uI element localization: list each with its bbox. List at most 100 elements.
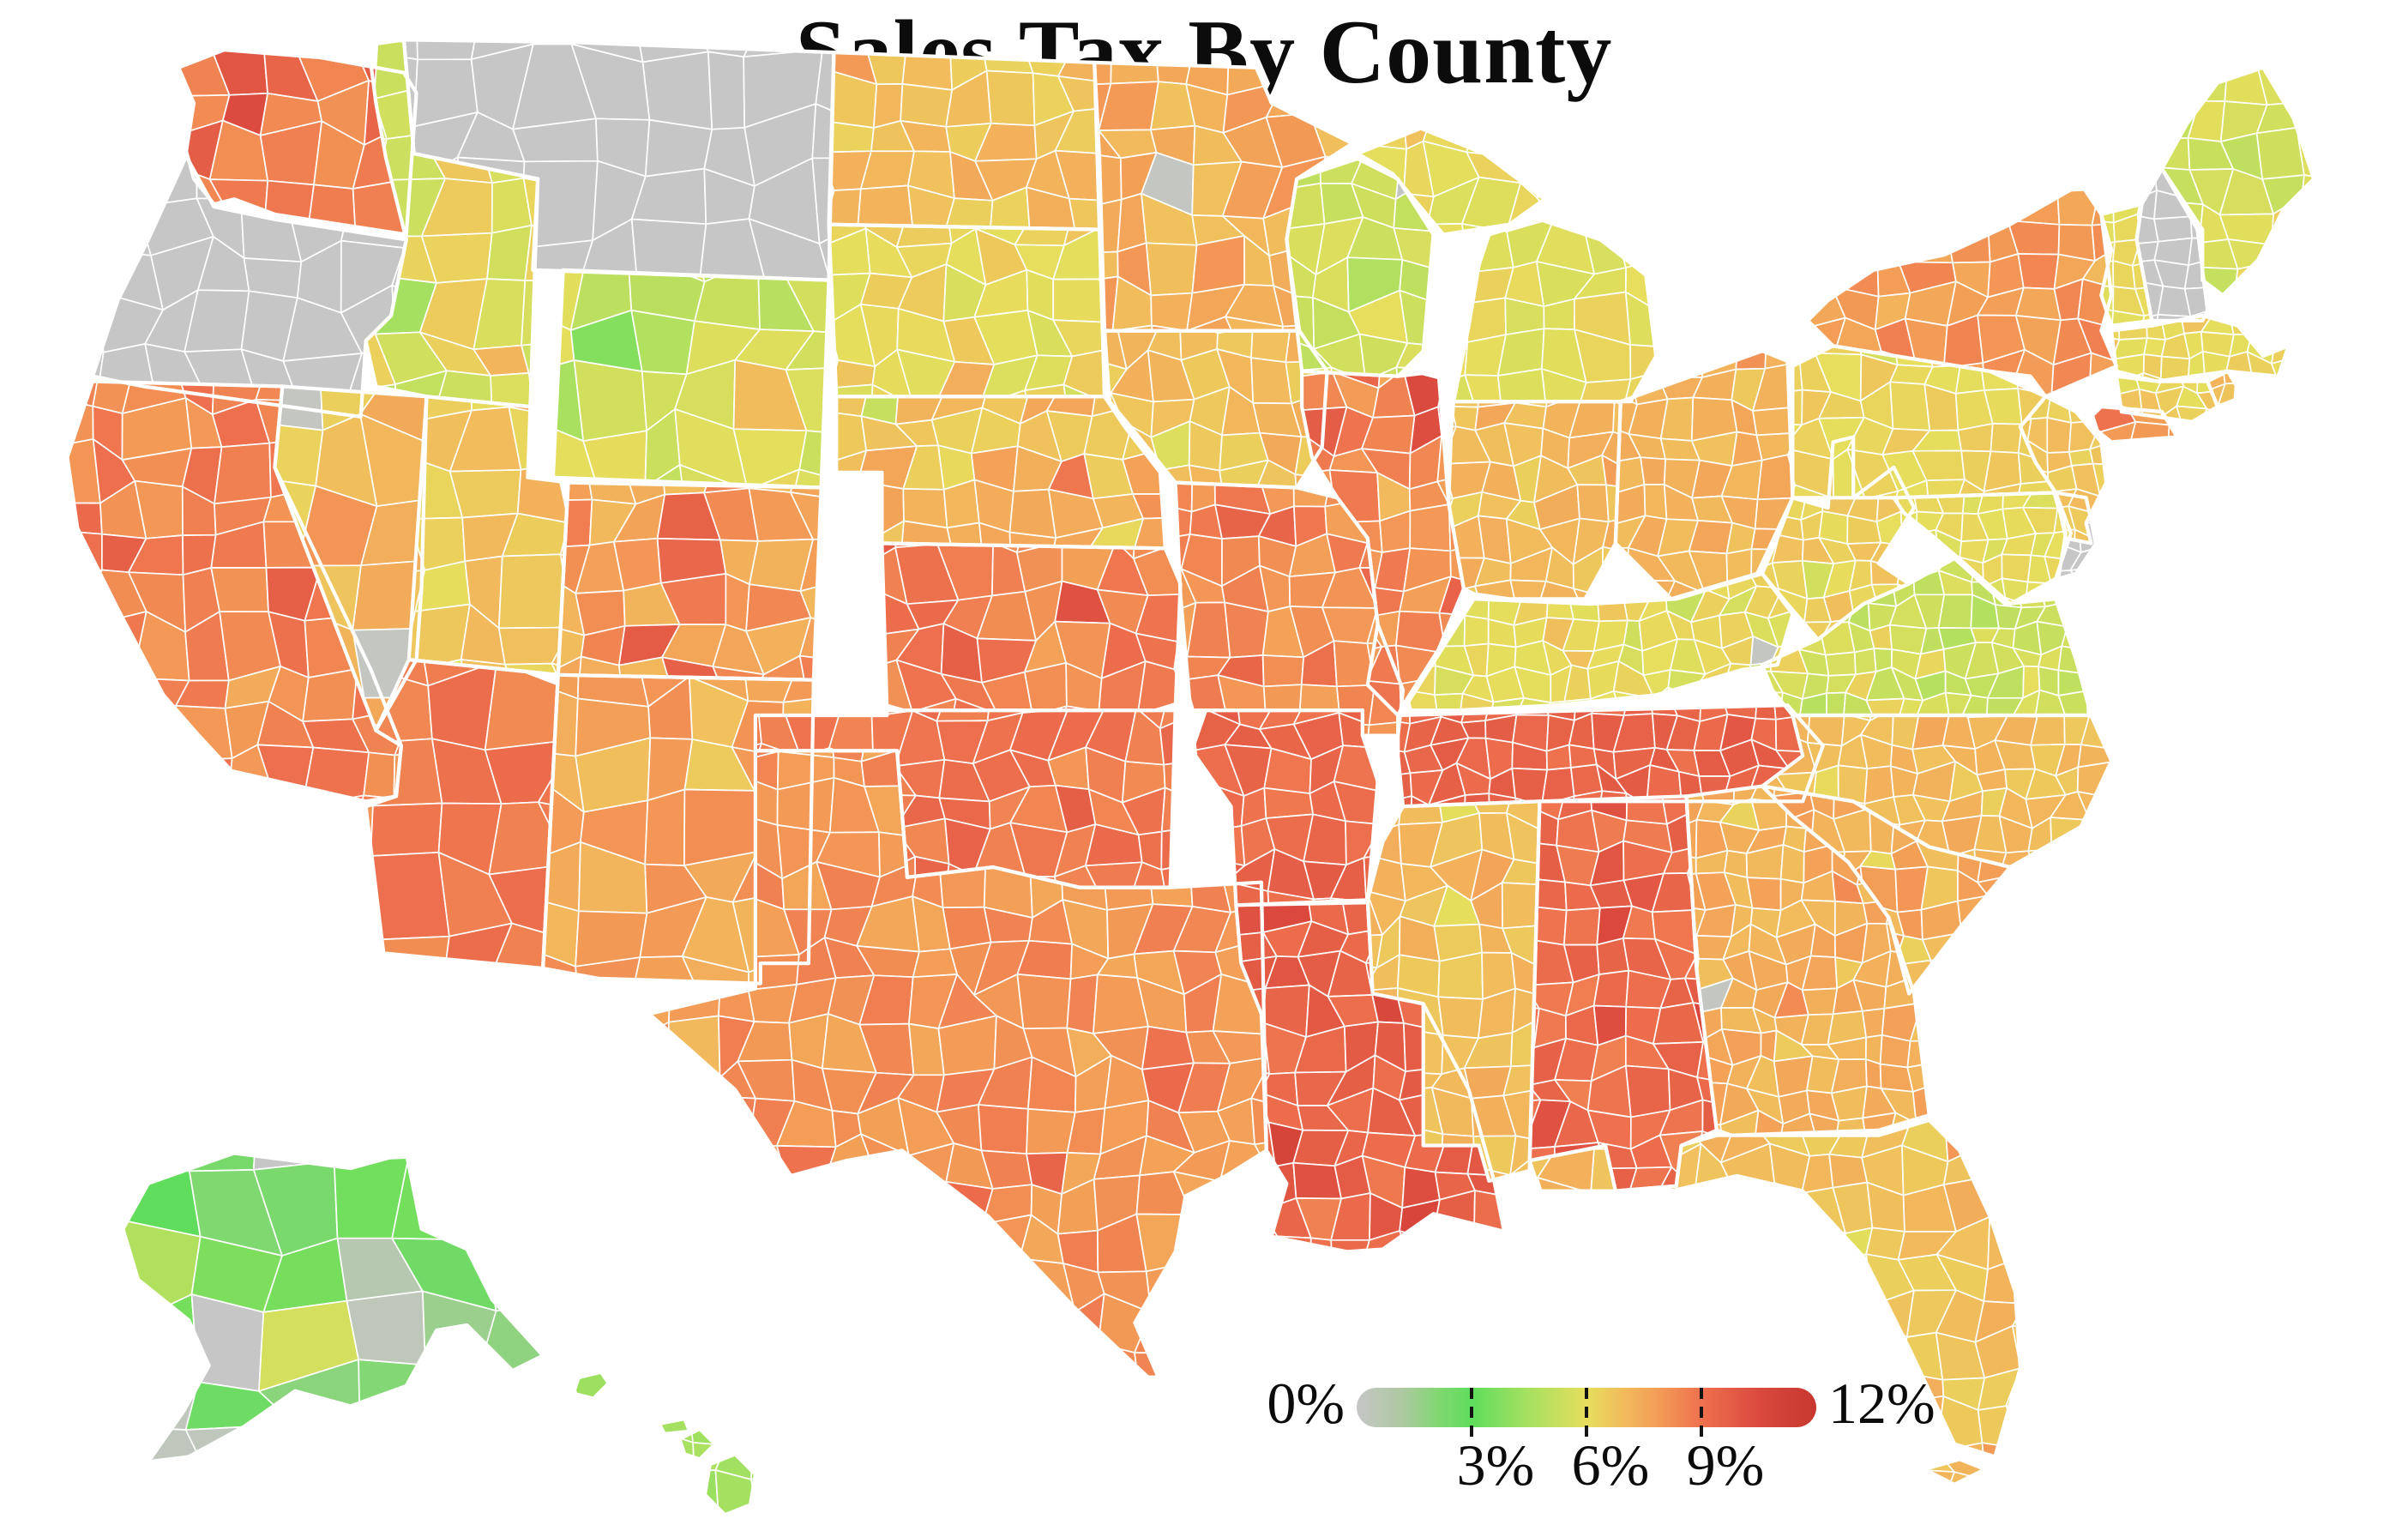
county xyxy=(1722,1183,1774,1234)
state-FL xyxy=(1502,1106,2061,1519)
county xyxy=(370,853,449,940)
county xyxy=(263,0,313,57)
us-sales-tax-choropleth-map xyxy=(0,0,2408,1519)
county xyxy=(450,470,521,518)
county xyxy=(719,980,755,1022)
county xyxy=(211,568,268,612)
county xyxy=(643,51,713,129)
county xyxy=(645,790,684,866)
county xyxy=(377,937,449,996)
county xyxy=(1138,661,1189,714)
county xyxy=(708,51,744,129)
county xyxy=(841,673,872,717)
county xyxy=(1803,988,1838,1015)
county xyxy=(646,120,713,177)
county xyxy=(1577,485,1609,521)
county xyxy=(1232,1236,1277,1278)
county xyxy=(1438,953,1483,999)
county xyxy=(2113,261,2135,289)
county xyxy=(130,1102,196,1172)
county xyxy=(669,980,720,1022)
county xyxy=(2154,216,2192,241)
county xyxy=(38,292,104,353)
county xyxy=(1564,908,1600,945)
county xyxy=(214,443,271,504)
county xyxy=(1826,652,1856,676)
county xyxy=(1161,826,1199,870)
county xyxy=(1227,34,1285,95)
county xyxy=(751,1469,795,1519)
county xyxy=(2257,128,2304,179)
county xyxy=(1225,602,1268,657)
county xyxy=(302,795,364,848)
county xyxy=(190,1090,258,1172)
county xyxy=(1626,1066,1671,1118)
county xyxy=(1111,33,1159,83)
page: Sales Tax By County 0% 12% 3%6%9% xyxy=(0,0,2408,1519)
county xyxy=(1866,1059,1881,1088)
county xyxy=(1263,655,1304,686)
county xyxy=(707,1097,756,1148)
county xyxy=(632,1022,669,1070)
county xyxy=(1410,504,1450,551)
county xyxy=(1907,1041,1944,1068)
county xyxy=(1293,1163,1341,1199)
county xyxy=(900,84,952,127)
county xyxy=(91,200,151,256)
county xyxy=(631,310,695,375)
county xyxy=(1136,1215,1191,1272)
county xyxy=(1904,1469,1954,1519)
county xyxy=(1781,845,1804,883)
county xyxy=(1264,788,1313,818)
county xyxy=(1808,714,1845,746)
county xyxy=(1863,1009,1885,1038)
county xyxy=(575,957,640,1023)
county xyxy=(1147,243,1197,295)
county xyxy=(2070,568,2099,589)
state-HI xyxy=(573,1369,795,1519)
county xyxy=(140,1294,198,1382)
county xyxy=(1990,424,2021,453)
county xyxy=(176,706,232,761)
county xyxy=(1400,1231,1432,1274)
county xyxy=(725,574,749,631)
county xyxy=(1017,974,1070,1028)
county xyxy=(1192,236,1244,293)
county xyxy=(1594,971,1629,1007)
county xyxy=(2002,554,2031,582)
county xyxy=(1944,1110,1985,1162)
county xyxy=(2302,175,2336,208)
county xyxy=(2018,254,2058,289)
county xyxy=(32,570,102,628)
county xyxy=(186,1425,295,1519)
county xyxy=(347,1291,425,1365)
county xyxy=(2297,128,2342,180)
county xyxy=(943,907,991,949)
county xyxy=(1438,299,1467,342)
county xyxy=(2047,418,2071,453)
county xyxy=(127,706,182,772)
county xyxy=(1135,1310,1189,1353)
county xyxy=(370,804,442,857)
county xyxy=(987,71,1035,126)
county xyxy=(1438,997,1483,1038)
county xyxy=(1010,490,1057,539)
county xyxy=(980,32,1032,73)
county xyxy=(2008,170,2059,225)
county xyxy=(1400,291,1440,346)
county xyxy=(1630,345,1669,379)
county xyxy=(1747,877,1780,910)
county xyxy=(1958,895,1990,932)
county xyxy=(483,1231,564,1311)
county xyxy=(751,1434,787,1480)
county xyxy=(1881,1035,1911,1068)
county xyxy=(1939,594,1972,628)
county xyxy=(299,2,369,57)
county xyxy=(293,806,373,857)
county xyxy=(1832,1086,1867,1120)
county xyxy=(527,0,577,44)
county xyxy=(2069,449,2093,466)
county xyxy=(1645,485,1667,519)
county xyxy=(631,0,708,62)
county xyxy=(1162,787,1202,831)
